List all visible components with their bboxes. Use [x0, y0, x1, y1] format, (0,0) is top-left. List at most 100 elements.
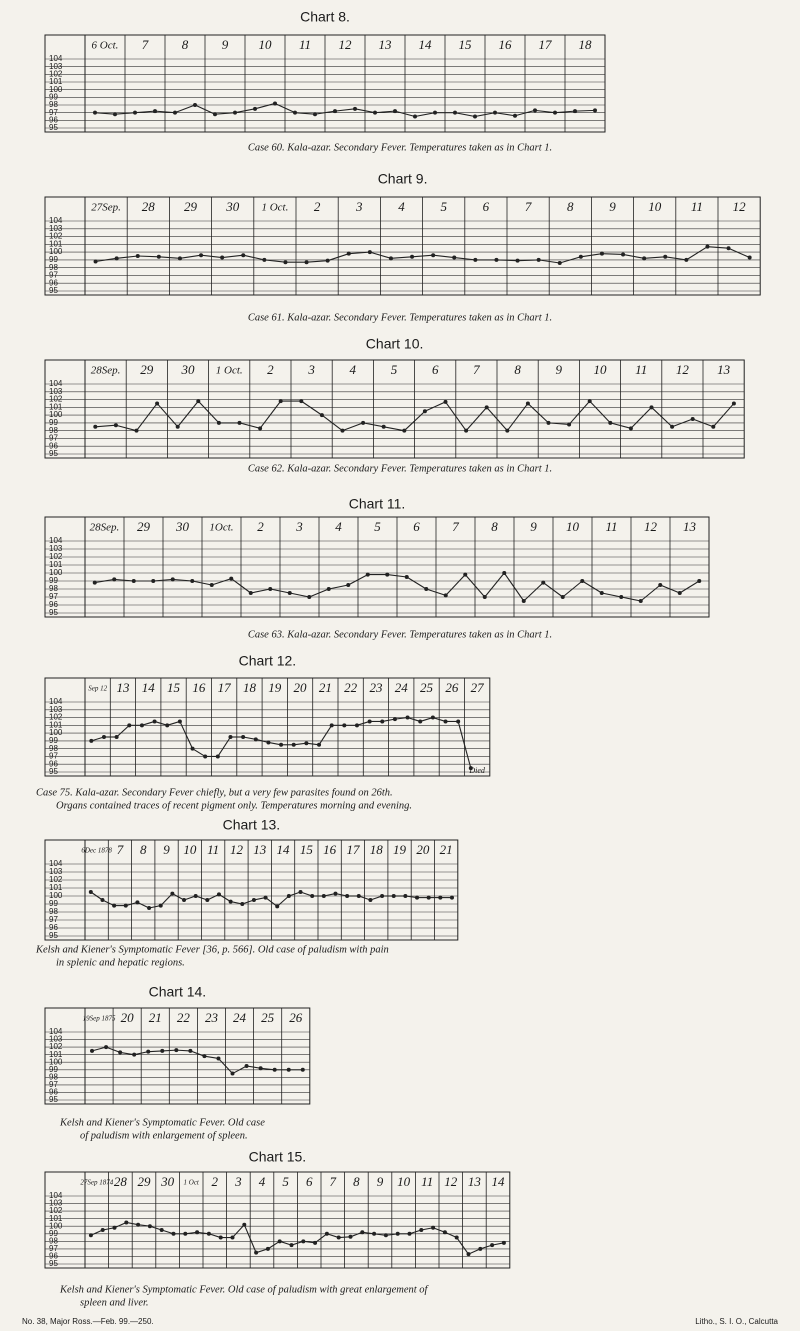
temp-point — [468, 766, 473, 771]
temp-segment — [232, 1065, 247, 1075]
temp-point — [177, 719, 182, 724]
y-tick-label: 97 — [49, 108, 58, 117]
day-label: 17 — [218, 680, 232, 695]
temp-point — [188, 1048, 193, 1053]
temp-segment — [291, 1240, 304, 1246]
y-tick-label: 102 — [49, 1042, 63, 1051]
chart-frame — [44, 516, 710, 618]
temp-segment — [640, 584, 661, 602]
temp-point — [608, 420, 613, 425]
temp-point — [114, 256, 119, 261]
temp-segment — [270, 588, 290, 594]
day-label: 4 — [335, 519, 342, 534]
footer-right: Litho., S. I. O., Calcutta — [695, 1317, 778, 1326]
temp-point — [413, 114, 417, 119]
day-label: 15 — [459, 37, 473, 52]
temp-point — [430, 715, 435, 720]
temp-point — [156, 254, 161, 259]
temp-point — [206, 1231, 211, 1236]
temp-segment — [559, 256, 582, 264]
day-label: 20 — [416, 842, 430, 857]
temp-point — [354, 723, 359, 728]
temp-segment — [679, 580, 700, 594]
day-label: 6 — [483, 199, 490, 214]
temp-segment — [403, 410, 426, 432]
temp-segment — [134, 1051, 149, 1056]
temp-point — [711, 424, 716, 429]
temp-point — [170, 891, 175, 896]
temp-point — [404, 575, 409, 579]
temp-point — [131, 579, 136, 583]
day-label: 16 — [192, 680, 206, 695]
temp-point — [463, 572, 468, 577]
temp-point — [253, 737, 258, 742]
temp-point — [697, 579, 702, 583]
y-tick-label: 101 — [49, 1050, 63, 1059]
y-tick-label: 102 — [49, 552, 63, 561]
day-label: 3 — [307, 362, 315, 377]
temp-segment — [486, 406, 508, 432]
temp-segment — [581, 580, 603, 594]
temp-point — [361, 420, 366, 425]
temp-point — [158, 903, 163, 908]
chart-frame — [44, 1007, 311, 1105]
y-tick-label: 103 — [49, 1035, 63, 1044]
temp-point — [392, 717, 397, 722]
temp-point — [599, 251, 604, 256]
temp-segment — [420, 717, 434, 722]
temp-segment — [370, 895, 383, 901]
day-label: 2 — [257, 519, 264, 534]
day-label: 6 — [306, 1174, 313, 1189]
temp-segment — [432, 1227, 446, 1233]
y-tick-label: 104 — [49, 536, 63, 545]
temp-point — [553, 110, 557, 115]
chart-frame — [44, 359, 745, 459]
y-tick-label: 97 — [49, 1244, 58, 1253]
temp-point — [182, 898, 187, 902]
day-label: 6 — [413, 519, 420, 534]
temp-segment — [114, 578, 134, 582]
temp-point — [147, 1224, 152, 1229]
y-tick-label: 98 — [49, 1072, 58, 1081]
temp-point — [388, 256, 393, 261]
temp-point — [383, 1233, 388, 1238]
temp-segment — [651, 406, 673, 428]
temp-point — [515, 258, 520, 263]
day-label: 5 — [440, 199, 447, 214]
temp-point — [313, 1240, 318, 1245]
temp-point — [490, 1243, 495, 1248]
temp-segment — [192, 748, 206, 757]
temp-point — [300, 1067, 305, 1072]
caption: Case 63. Kala-azar. Secondary Fever. Tem… — [248, 629, 552, 640]
temp-point — [501, 1240, 506, 1245]
temp-point — [112, 1225, 117, 1230]
caption: Kelsh and Kiener's Symptomatic Fever. Ol… — [59, 1117, 265, 1128]
temp-point — [177, 256, 182, 261]
temp-segment — [115, 424, 137, 432]
temp-point — [319, 413, 324, 418]
day-label: 16 — [323, 842, 337, 857]
y-tick-label: 95 — [49, 1259, 58, 1268]
day-label: 11 — [691, 199, 703, 214]
y-tick-label: 97 — [49, 434, 58, 443]
temp-segment — [491, 1242, 505, 1246]
temp-point — [286, 894, 291, 898]
temp-point — [241, 253, 246, 258]
temp-segment — [234, 108, 256, 114]
y-tick-label: 101 — [49, 720, 63, 729]
temp-point — [313, 112, 317, 117]
day-label: 13 — [468, 1174, 482, 1189]
temp-point — [456, 719, 461, 724]
temp-segment — [211, 578, 232, 586]
temp-segment — [387, 574, 407, 578]
temp-segment — [383, 426, 405, 432]
day-label: 21 — [319, 680, 332, 695]
temp-segment — [264, 259, 286, 263]
temp-point — [442, 1230, 447, 1235]
y-tick-label: 95 — [49, 1095, 58, 1104]
y-tick-label: 98 — [49, 744, 58, 753]
temp-segment — [412, 254, 434, 258]
temp-segment — [321, 414, 343, 432]
y-tick-label: 103 — [49, 1199, 63, 1208]
day-label: 24 — [395, 680, 409, 695]
